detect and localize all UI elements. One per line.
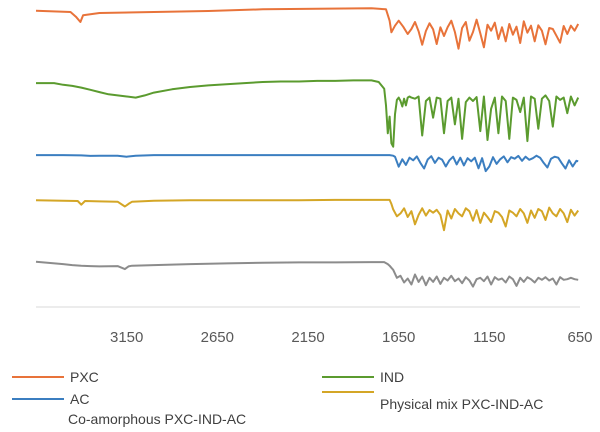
- x-tick-label-3150: 3150: [110, 329, 143, 345]
- x-tick-label-2650: 2650: [201, 329, 234, 345]
- legend-label-physical-mix: Physical mix PXC-IND-AC: [380, 396, 544, 412]
- legend-label-pxc: PXC: [70, 369, 99, 385]
- legend-swatch-pxc: [12, 376, 64, 378]
- series-line-ac: [36, 154, 579, 173]
- legend-label-ac: AC: [70, 391, 90, 407]
- series-line-pxc: [35, 7, 580, 50]
- x-tick-label-1650: 1650: [382, 329, 415, 345]
- legend-swatch-ac: [12, 398, 64, 400]
- series-line-co-amorphous-pxc-ind-ac: [35, 260, 579, 288]
- legend-label-co-amorphous: Co-amorphous PXC-IND-AC: [68, 411, 247, 427]
- x-tick-label-650: 650: [567, 329, 592, 345]
- x-tick-label-1150: 1150: [473, 329, 505, 345]
- series-layer: [35, 7, 580, 288]
- x-tick-labels: 3150 2650 2150 1650 1150 650: [110, 329, 593, 345]
- legend-label-ind: IND: [380, 369, 405, 385]
- plot-area: 3150 2650 2150 1650 1150 650: [35, 7, 593, 345]
- legend-swatch-ind: [322, 376, 374, 378]
- x-tick-label-2150: 2150: [291, 329, 324, 345]
- legend-swatch-physical-mix: [322, 391, 374, 393]
- series-line-physical-mix-pxc-ind-ac: [35, 198, 580, 232]
- series-line-ind: [36, 79, 580, 148]
